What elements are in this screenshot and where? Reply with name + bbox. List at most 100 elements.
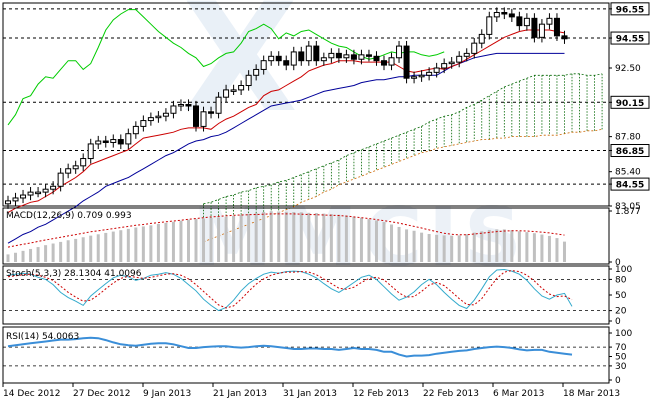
macd-bar <box>450 235 454 262</box>
stoch-lines <box>7 268 573 312</box>
macd-bar <box>510 230 514 262</box>
candle-body <box>230 89 237 92</box>
stoch-levels <box>3 278 609 312</box>
candle-body <box>132 125 139 135</box>
candle-body <box>516 16 523 27</box>
macd-histogram <box>6 211 566 262</box>
candle-body <box>42 188 49 193</box>
rsi-value-line <box>7 336 573 358</box>
macd-bar <box>262 212 266 262</box>
macd-bar <box>239 214 243 262</box>
candle-body <box>508 13 515 18</box>
candle-body <box>260 60 267 70</box>
macd-bar <box>314 213 318 262</box>
macd-bar <box>367 219 371 262</box>
candle-body <box>125 133 132 145</box>
macd-bar <box>89 235 93 262</box>
candle-body <box>388 57 395 66</box>
macd-bar <box>502 229 506 262</box>
macd-bar <box>382 222 386 262</box>
macd-bar <box>532 233 536 262</box>
macd-bar <box>390 224 394 262</box>
candle-body <box>335 52 342 59</box>
candle-body <box>80 158 87 167</box>
macd-bar <box>427 234 431 262</box>
kijun-line <box>7 52 565 244</box>
candle-body <box>50 185 57 190</box>
macd-bar <box>134 227 138 262</box>
level-label: 84.55 <box>616 181 644 191</box>
candle-body <box>493 11 500 18</box>
macd-bar <box>547 235 551 262</box>
macd-label: MACD(12,26,9) 0.709 0.993 <box>6 211 132 221</box>
candle-body <box>523 17 530 27</box>
level-label: 94.55 <box>616 35 644 45</box>
axis-tick-label: 50 <box>615 291 627 301</box>
macd-bar <box>202 218 206 262</box>
axis-tick-label: 80 <box>615 275 627 285</box>
axis-tick-label: 100 <box>615 329 632 339</box>
candle-body <box>20 194 27 199</box>
macd-bar <box>299 212 303 262</box>
stoch-main-line <box>7 268 573 312</box>
candle-body <box>200 111 207 127</box>
chikou-line <box>7 9 445 126</box>
axis-tick-label: 50 <box>615 353 627 363</box>
rsi-panel-border <box>2 326 610 384</box>
axis-tick-label: 83.05 <box>615 202 641 212</box>
candle-body <box>478 33 485 44</box>
candle-body <box>305 45 312 62</box>
level-label: 96.55 <box>616 5 644 15</box>
macd-bar <box>44 245 48 262</box>
time-label: 6 Mar 2013 <box>493 389 544 399</box>
macd-bar <box>322 213 326 262</box>
candle-body <box>117 139 124 145</box>
macd-bar <box>6 254 10 262</box>
price-axis: 96.55 94.55 92.50 90.15 87.80 86.85 85.40 84.55… <box>609 2 650 212</box>
macd-bar <box>495 229 499 262</box>
macd-bar <box>472 232 476 262</box>
axis-tick-label: 20 <box>615 307 627 317</box>
candle-body <box>448 61 455 65</box>
candle-body <box>215 96 222 114</box>
candle-body <box>162 112 169 117</box>
candles <box>5 7 568 209</box>
level-label: 86.85 <box>616 147 644 157</box>
macd-axis: 1.877 0 <box>609 207 641 268</box>
time-label: 18 Mar 2013 <box>563 389 620 399</box>
candle-body <box>298 51 305 62</box>
macd-bar <box>359 217 363 262</box>
macd-signal <box>7 213 565 248</box>
candle-body <box>110 139 117 143</box>
time-label: 9 Jan 2013 <box>143 389 191 399</box>
axis-tick-label: 0 <box>615 258 621 268</box>
candle-body <box>275 55 282 62</box>
candle-body <box>177 104 184 107</box>
time-label: 22 Feb 2013 <box>423 389 479 399</box>
macd-bar <box>14 252 18 262</box>
macd-bar <box>74 238 78 262</box>
candle-body <box>35 191 42 195</box>
candle-body <box>343 54 350 59</box>
macd-bar <box>164 222 168 262</box>
candle-body <box>147 117 154 122</box>
macd-bar <box>525 232 529 262</box>
macd-bar <box>96 234 100 262</box>
candle-body <box>441 63 448 69</box>
macd-bar <box>179 220 183 262</box>
candle-body <box>12 197 19 202</box>
candle-body <box>396 45 403 59</box>
macd-bar <box>344 215 348 262</box>
macd-bar <box>29 248 33 262</box>
candle-body <box>223 89 230 98</box>
candle-body <box>57 172 64 187</box>
candle-body <box>373 55 380 62</box>
axis-tick-label: 0 <box>615 317 621 327</box>
macd-bar <box>247 213 251 262</box>
macd-bar <box>111 231 115 262</box>
axis-tick-label: 30 <box>615 362 627 372</box>
candle-body <box>546 17 553 25</box>
time-label: 12 Feb 2013 <box>353 389 409 399</box>
macd-panel-border <box>2 207 610 265</box>
